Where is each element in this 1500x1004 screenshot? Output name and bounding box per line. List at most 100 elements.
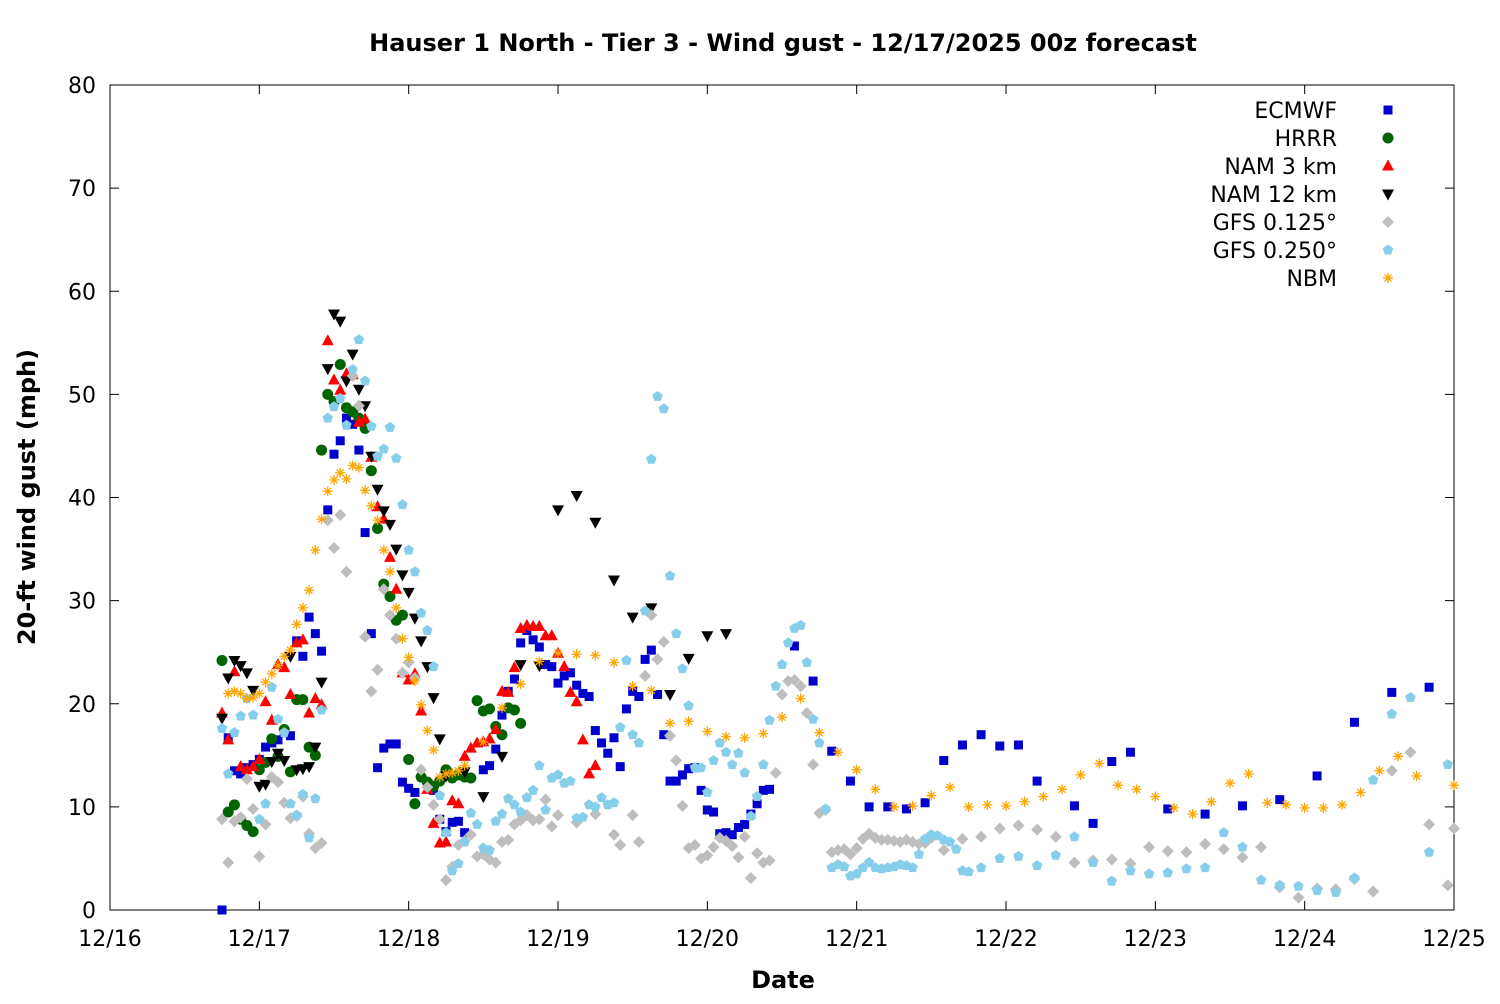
data-point (491, 744, 501, 754)
y-tick-label: 30 (68, 590, 96, 615)
data-point (348, 419, 358, 429)
data-point (309, 749, 321, 761)
data-point (1125, 865, 1136, 876)
y-tick-label: 40 (68, 487, 96, 512)
data-point (359, 412, 372, 424)
data-point (553, 678, 563, 688)
data-point (440, 827, 452, 838)
data-point (427, 693, 440, 705)
data-point (478, 736, 489, 747)
data-point (322, 412, 334, 423)
data-point (378, 545, 389, 556)
data-point (409, 566, 421, 577)
data-point (752, 799, 762, 809)
data-point (1274, 879, 1286, 890)
legend-marker (1382, 189, 1394, 201)
data-point (385, 566, 395, 577)
data-point (1105, 853, 1118, 866)
data-point (795, 619, 806, 630)
data-point (540, 804, 551, 815)
data-point (265, 757, 278, 768)
data-point (552, 809, 564, 822)
data-point (776, 659, 788, 670)
data-point (1113, 780, 1123, 791)
data-point (1087, 857, 1099, 868)
data-point (1404, 746, 1417, 759)
data-point (570, 695, 583, 707)
data-point (441, 768, 451, 779)
data-point (1013, 740, 1023, 750)
data-point (222, 856, 235, 869)
data-point (726, 840, 739, 853)
data-point (259, 779, 272, 791)
y-tick-label: 80 (68, 74, 96, 99)
data-point (284, 687, 297, 699)
data-point (1161, 845, 1174, 858)
data-point (352, 399, 365, 412)
data-point (807, 758, 820, 771)
data-point (1311, 884, 1323, 895)
data-point (684, 764, 694, 774)
data-point (589, 759, 602, 771)
data-point (1225, 778, 1235, 789)
data-point (639, 605, 651, 616)
data-point (597, 738, 607, 748)
data-point (334, 393, 346, 403)
data-point (440, 874, 452, 887)
data-point (421, 781, 434, 794)
data-point (614, 839, 627, 852)
data-point (782, 637, 794, 648)
data-point (240, 763, 253, 775)
data-point (402, 673, 415, 685)
data-point (1169, 802, 1179, 813)
data-point (352, 384, 365, 396)
data-point (415, 704, 428, 716)
data-point (385, 739, 395, 749)
data-point (366, 420, 377, 431)
data-point (758, 785, 768, 795)
data-point (216, 713, 228, 725)
series-3 (216, 309, 732, 804)
data-point (664, 570, 676, 581)
legend-label: GFS 0.125° (1213, 211, 1337, 236)
data-point (740, 819, 750, 829)
data-point (1125, 747, 1135, 757)
data-point (397, 633, 408, 644)
data-point (353, 462, 364, 473)
data-point (1013, 850, 1024, 861)
data-point (539, 793, 552, 806)
data-point (1019, 796, 1030, 807)
data-point (1423, 818, 1436, 831)
data-point (453, 816, 463, 826)
data-point (502, 685, 515, 697)
data-point (415, 607, 427, 618)
data-point (1441, 879, 1454, 892)
data-point (603, 748, 613, 758)
data-point (304, 612, 314, 622)
data-point (1049, 830, 1062, 843)
data-point (235, 688, 246, 699)
data-point (926, 790, 937, 801)
axis-tick-labels: 12/16 12/17 12/18 12/19 12/20 12/21 12/22 12/23… (68, 74, 1486, 952)
data-point (1088, 818, 1098, 828)
data-point (814, 727, 825, 738)
data-point (1387, 687, 1397, 697)
data-point (384, 609, 396, 622)
data-point (427, 798, 440, 811)
data-point (229, 766, 239, 776)
data-point (777, 712, 787, 723)
data-point (422, 625, 433, 635)
data-point (907, 800, 918, 811)
data-point (950, 843, 962, 854)
data-point (259, 695, 272, 707)
data-point (365, 465, 377, 477)
data-point (726, 759, 738, 770)
data-point (1330, 886, 1342, 897)
data-point (1423, 846, 1435, 857)
data-point (489, 856, 502, 869)
data-point (920, 798, 930, 808)
data-point (236, 769, 246, 779)
data-point (995, 741, 1005, 751)
data-point (266, 733, 278, 745)
data-point (515, 717, 527, 729)
